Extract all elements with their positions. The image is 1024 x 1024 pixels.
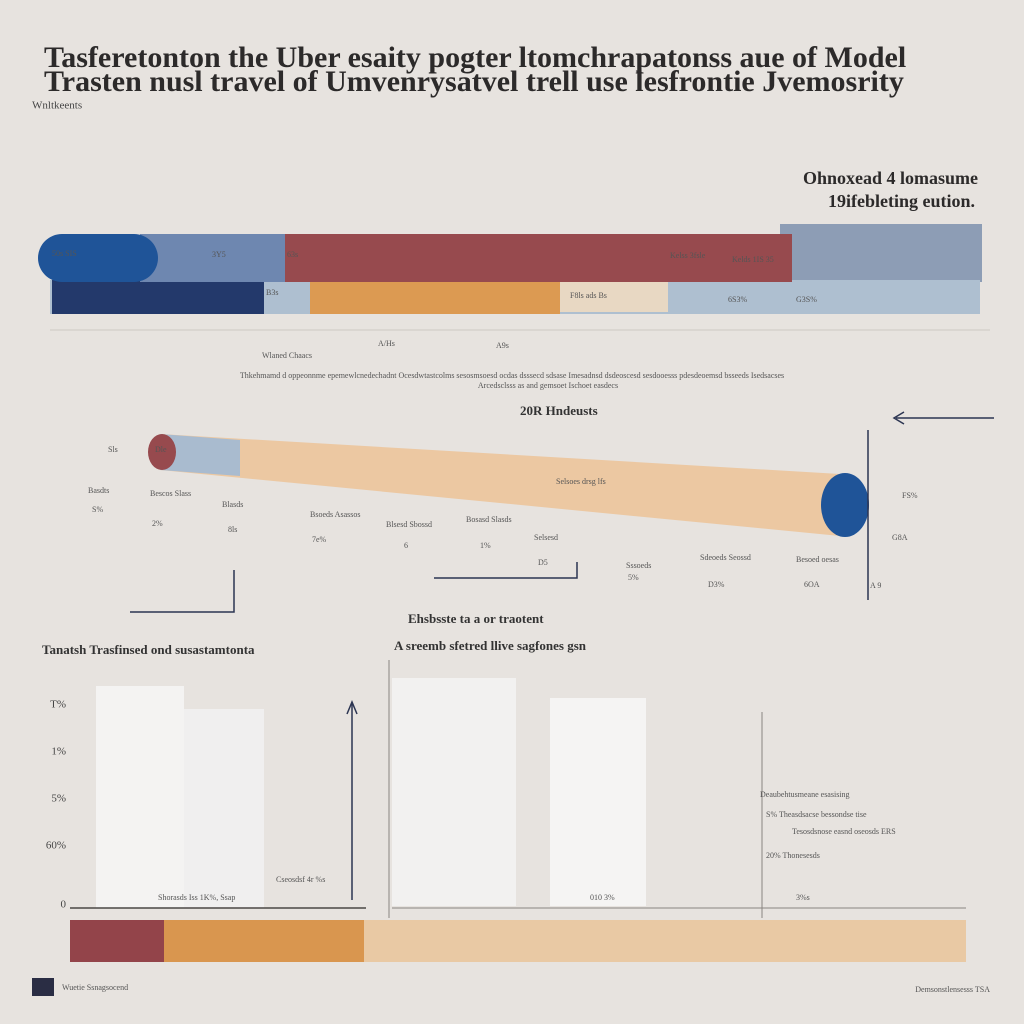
bar-label: G3S% [796,295,817,304]
tube-label: Sdeoeds Seossd [700,553,751,562]
bar-label: Kelss 3fsle [670,251,706,260]
arrow [346,700,358,900]
tube-label: D5 [538,558,548,567]
tube-label: Blsesd Sbossd [386,520,432,529]
tube-label: Bescos Slass [150,489,191,498]
connectors [130,430,869,613]
bar-label: Kelds 1IS 35 [732,255,774,264]
tube-label: Basdts [88,486,109,495]
tube-label: S% [92,505,103,514]
arrow [892,411,994,425]
note: S% Theasdsacse bessondse tise [766,810,867,819]
tube-label: G8A [892,533,908,542]
legend-line: 19ifebleting eution. [828,191,975,211]
section-title: Ehsbsste ta a or traotent [408,611,544,626]
tube-label: A 9 [870,581,881,590]
bar-label: 3%s [796,893,810,902]
panel-bars [70,678,966,918]
bar-label: 63s [287,250,298,259]
bar-label: 010 3% [590,893,615,902]
bar-label: Shorasds Iss 1K%, Ssap [158,893,235,902]
note: 20% Thonesesds [766,851,820,860]
footer-text: Demsonstlensesss TSA [915,985,990,994]
title-line: Trasten nusl travel of Umvenrysatvel tre… [44,65,904,98]
bar-label: 3Y5 [212,250,226,259]
tube-label: Bosasd Slasds [466,515,512,524]
bar-label: B3s [266,288,278,297]
footer-icon [32,978,54,996]
section-title: A sreemb sfetred llive sagfones gsn [394,638,587,653]
tube-label: Blasds [222,500,243,509]
tube-label: 2% [152,519,163,528]
tube-label: Sssoeds [626,561,651,570]
y-label: 60% [46,840,66,852]
subtitle: Wnltkeents [32,100,82,112]
tube-label: Selsesd [534,533,558,542]
bar-label: 50s SIS [52,249,77,258]
tube-label: Selsoes drsg lfs [556,477,606,486]
section-title: Tanatsh Trasfinsed ond susastamtonta [42,642,255,657]
bar-label: A/Hs [378,339,395,348]
bar-label: A9s [496,341,509,350]
bar-segment [310,280,560,314]
bottom-band [70,920,966,962]
footer-text: Wuetie Ssnagsocend [62,983,128,992]
y-label: T% [50,699,66,711]
bar-label: F8ls ads Bs [570,291,607,300]
y-label: 0 [61,899,67,911]
title-line: Tasferetonton the Uber esaity pogter lto… [44,41,906,74]
bar-label: 6S3% [728,295,747,304]
tube-label: 1% [480,541,491,550]
bar-segment [275,234,792,282]
tube-label: Besoed oesas [796,555,839,564]
y-label: 1% [51,746,66,758]
bar-label: Cseosdsf 4r %s [276,875,325,884]
paragraph-line: Thkehmamd d oppeonnme epemewlcnedechadnt… [240,371,784,380]
note: Tesosdsnose easnd oseosds ERS [792,827,896,836]
legend-line: Ohnoxead 4 lomasume [803,168,978,188]
tube-label: 6OA [804,580,820,589]
tube-label: D3% [708,580,725,589]
bar-segment [38,234,158,282]
tube-label: 7e% [312,535,327,544]
tube [148,434,869,537]
tube-label: Bsoeds Asassos [310,510,360,519]
tube-label: 8ls [228,525,237,534]
bar-segment [140,234,285,282]
y-label: 5% [51,793,66,805]
note: Deaubehtusmeane esasising [760,790,850,799]
section-title: 20R Hndeusts [520,403,598,418]
tube-label: 6 [404,541,408,550]
bar-segment [780,224,982,282]
tube-label: Sls [108,445,118,454]
tube-label: 5% [628,573,639,582]
top-bars [38,224,982,314]
bar-segment [560,282,668,312]
bar-segment [52,280,264,314]
paragraph-line: Arcedsclsss as and gemsoet Ischoet easde… [478,381,618,390]
tube-label: FS% [902,491,918,500]
tube-label: Dle [155,445,167,454]
bar-label: Wlaned Chaacs [262,351,312,360]
